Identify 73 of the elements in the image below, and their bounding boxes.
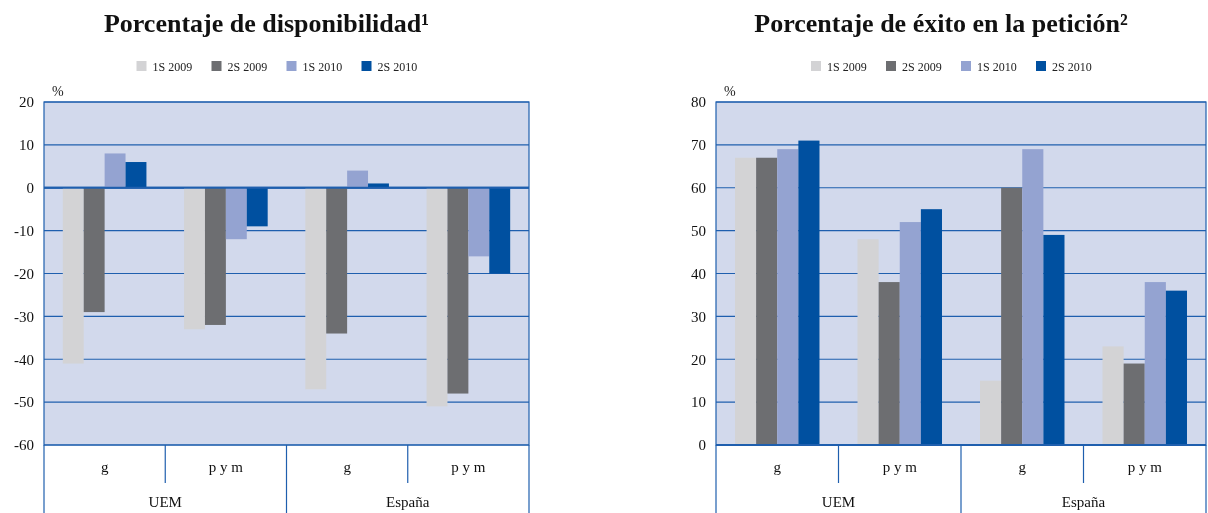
- bar: [1165, 290, 1187, 445]
- y-tick-label: 20: [691, 351, 706, 368]
- bar: [125, 162, 147, 188]
- y-tick-label: 0: [26, 180, 34, 196]
- bar: [980, 380, 1002, 445]
- bar: [899, 222, 921, 445]
- y-tick-label: -10: [14, 222, 34, 239]
- x-tick-label: p y m: [451, 459, 486, 475]
- bar: [184, 187, 205, 330]
- bar: [489, 187, 511, 274]
- y-tick-label: 10: [691, 394, 706, 411]
- x-tick-label: p y m: [208, 459, 244, 475]
- y-tick-label: -30: [14, 308, 34, 325]
- y-tick-label: -50: [14, 394, 34, 411]
- bar: [798, 140, 820, 445]
- bar: [1102, 346, 1124, 445]
- bar: [1144, 282, 1166, 445]
- text: UEM: [148, 494, 182, 510]
- y-axis-title: %: [52, 84, 64, 99]
- bar: [225, 187, 247, 240]
- bar: [1022, 149, 1044, 445]
- y-tick-label: 50: [691, 222, 706, 239]
- bar: [777, 149, 799, 445]
- x-tick-label: g: [1018, 459, 1027, 475]
- legend-label: 2S 2010: [1052, 60, 1092, 74]
- y-tick-label: 10: [19, 137, 34, 154]
- bar: [246, 187, 268, 227]
- y-tick-label: 0: [698, 437, 706, 454]
- chart-title: Porcentaje de disponibilidad¹: [103, 9, 430, 38]
- text: UEM: [821, 494, 856, 510]
- bar: [756, 157, 778, 445]
- legend-label: 1S 2009: [827, 60, 867, 74]
- y-tick-label: -40: [14, 351, 34, 368]
- y-tick-label: 80: [691, 94, 706, 111]
- legend-label: 2S 2009: [902, 60, 942, 74]
- bar: [305, 187, 327, 390]
- y-tick-label: 70: [691, 137, 706, 154]
- bar: [1043, 234, 1065, 445]
- y-tick-label: 40: [691, 265, 706, 282]
- y-tick-label: 20: [19, 94, 34, 111]
- x-tick-label: p y m: [1127, 459, 1163, 475]
- y-axis-title: %: [724, 84, 736, 99]
- bar: [878, 282, 900, 445]
- bar: [426, 187, 448, 407]
- bar: [1001, 187, 1023, 445]
- legend-label: 1S 2010: [977, 60, 1017, 74]
- y-tick-label: -20: [14, 265, 34, 282]
- bar: [83, 187, 105, 313]
- text: España: [386, 494, 430, 510]
- x-tick-label: p y m: [882, 459, 918, 475]
- bar: [347, 170, 369, 188]
- y-tick-label: 30: [691, 308, 706, 325]
- bar: [857, 239, 879, 445]
- x-tick-label: g: [343, 459, 352, 475]
- bar: [735, 157, 757, 445]
- chart-title: Porcentaje de éxito en la petición²: [754, 9, 1128, 38]
- legend-label: 1S 2009: [152, 60, 193, 74]
- x-tick-label: g: [773, 459, 782, 475]
- legend-label: 2S 2009: [227, 60, 268, 74]
- bar: [447, 187, 469, 394]
- x-tick-label: g: [100, 459, 109, 475]
- y-tick-label: 60: [691, 180, 706, 196]
- bar: [920, 209, 942, 445]
- text: España: [1061, 494, 1106, 510]
- bar: [468, 187, 490, 257]
- bar: [1123, 363, 1145, 445]
- bar: [104, 153, 126, 188]
- legend-label: 1S 2010: [302, 60, 343, 74]
- legend-label: 2S 2010: [377, 60, 418, 74]
- bar: [326, 187, 348, 334]
- bar: [204, 187, 226, 325]
- bar: [62, 187, 84, 364]
- y-tick-label: -60: [14, 437, 34, 454]
